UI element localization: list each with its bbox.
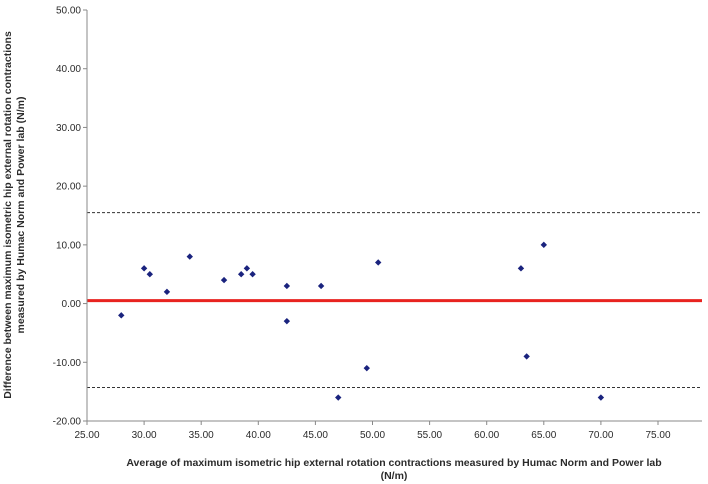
- x-tick-label: 25.00: [74, 430, 99, 441]
- data-point: [249, 271, 256, 278]
- data-point: [118, 312, 125, 319]
- x-tick-label: 40.00: [246, 430, 271, 441]
- axes: [86, 10, 702, 422]
- data-point: [237, 271, 245, 278]
- y-tick-label: 10.00: [56, 240, 81, 251]
- data-point: [375, 259, 382, 266]
- x-tick-label: 65.00: [531, 430, 556, 441]
- x-tick-label: 60.00: [474, 430, 499, 441]
- data-point: [220, 276, 228, 284]
- x-axis-title-line-1: Average of maximum isometric hip externa…: [126, 457, 661, 469]
- x-axis-ticks: 25.00 30.00 35.00 40.00 45.00 50.00 55.00 60.00…: [74, 421, 671, 441]
- y-tick-label: 50.00: [56, 6, 81, 17]
- data-point: [335, 394, 342, 401]
- y-tick-label: 0.00: [62, 299, 82, 310]
- data-point: [317, 282, 325, 290]
- y-tick-label: 30.00: [56, 123, 81, 134]
- data-point: [597, 394, 605, 401]
- y-tick-label: -20.00: [53, 417, 82, 428]
- data-point: [363, 364, 370, 372]
- data-point: [523, 353, 530, 360]
- x-axis-title-line-2: (N/m): [381, 470, 408, 482]
- data-point: [146, 271, 154, 278]
- data-point: [186, 253, 193, 260]
- data-point: [540, 241, 547, 249]
- y-tick-label: 20.00: [56, 182, 81, 193]
- data-point: [163, 288, 171, 296]
- x-tick-label: 35.00: [189, 430, 214, 441]
- x-tick-label: 50.00: [360, 430, 385, 441]
- y-tick-label: -10.00: [53, 358, 82, 369]
- y-tick-label: 40.00: [56, 64, 81, 75]
- x-tick-label: 55.00: [417, 430, 442, 441]
- data-point: [243, 265, 251, 272]
- data-point: [140, 265, 148, 272]
- data-point: [517, 265, 525, 272]
- x-tick-label: 30.00: [132, 430, 157, 441]
- reference-lines: [87, 212, 702, 389]
- y-axis-ticks: 50.00 40.00 30.00 20.00 10.00 0.00 -10.00 -20.0…: [53, 6, 87, 428]
- x-tick-label: 70.00: [588, 430, 613, 441]
- x-tick-label: 45.00: [303, 430, 328, 441]
- data-points: [118, 241, 605, 401]
- y-axis-title-line-1: Difference between maximum isometric hip…: [2, 31, 14, 399]
- x-tick-label: 75.00: [645, 430, 670, 441]
- data-point: [283, 282, 291, 290]
- data-point: [283, 317, 291, 325]
- y-axis-title-line-2: measured by Humac Norm and Power lab (N/…: [15, 97, 27, 334]
